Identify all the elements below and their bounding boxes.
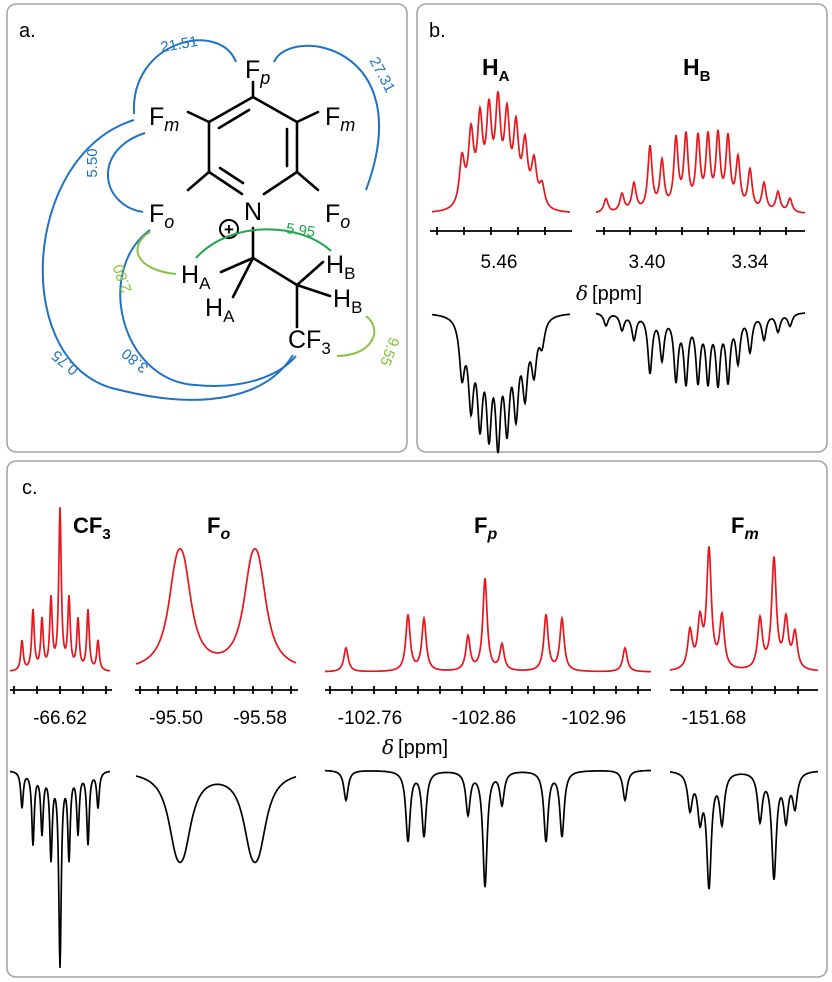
atom-fp: Fp xyxy=(245,56,270,88)
atom-cf3: CF3 xyxy=(288,326,331,358)
panel-c-cf3-title: CF3 xyxy=(73,513,111,543)
panel-b-tick-340: 3.40 xyxy=(629,252,666,273)
panel-c-frame xyxy=(6,460,828,978)
panel-c-axes xyxy=(10,686,818,694)
panel-c-fm-title: Fm xyxy=(731,513,759,543)
spectrum-hb-simulated xyxy=(595,312,805,388)
panel-c-tick-fm: -151.68 xyxy=(682,708,746,729)
panel-c-tick-fo-1: -95.50 xyxy=(149,708,203,729)
panel-c-tick-fo-2: -95.58 xyxy=(233,708,287,729)
atom-fm-right: Fm xyxy=(325,103,355,135)
atom-ha2: HA xyxy=(205,294,235,326)
coupling-arcs xyxy=(41,39,380,401)
panel-b-tick-546: 5.46 xyxy=(481,252,518,273)
coupling-arc-fm-fo xyxy=(107,132,146,213)
spectrum-fo-experimental xyxy=(135,547,297,665)
coupling-arc-n-hb xyxy=(195,228,332,259)
spectrum-cf3-simulated xyxy=(9,770,111,968)
coupling-label-fm-fp: 21.51 xyxy=(159,33,199,56)
spectrum-fm-experimental xyxy=(670,546,819,672)
panel-c-axis-label: δ [ppm] xyxy=(382,735,448,759)
panel-c-fo-title: Fo xyxy=(207,513,230,543)
coupling-arc-fm-cf3 xyxy=(41,119,294,401)
atom-fo-right: Fo xyxy=(325,200,350,232)
coupling-arc-hb-cf3 xyxy=(336,315,376,357)
panel-c-tick-cf3: -66.62 xyxy=(33,708,87,729)
spectrum-hb-experimental xyxy=(595,129,806,214)
coupling-arc-fp-fm xyxy=(273,44,380,191)
panel-b-axis-label: δ [ppm] xyxy=(576,281,642,305)
spectrum-fp-simulated xyxy=(324,769,651,888)
atom-fo-left: Fo xyxy=(149,200,174,232)
molecule-structure: Fp Fm Fm Fo Fo N + HA HA HB HB CF3 xyxy=(149,56,362,358)
atom-n: N xyxy=(244,198,262,226)
coupling-label-fm-fo: 5.50 xyxy=(84,148,101,177)
panel-b-axes xyxy=(430,227,805,235)
panel-b-hb-title: HB xyxy=(683,54,711,85)
coupling-arc-fo-cf3 xyxy=(119,229,297,387)
atom-fm-left: Fm xyxy=(149,103,179,135)
spectrum-ha-experimental xyxy=(432,91,570,213)
pyridine-ring xyxy=(186,80,332,329)
atom-ha1: HA xyxy=(181,261,211,293)
atom-hb2: HB xyxy=(333,285,362,317)
positive-charge-symbol: + xyxy=(224,220,234,239)
coupling-arc-fm-fp xyxy=(132,39,237,115)
panel-c-tick-fp-3: -102.96 xyxy=(562,708,626,729)
coupling-arc-fo-ha xyxy=(136,231,177,275)
panel-b-tick-334: 3.34 xyxy=(732,252,769,273)
atom-hb1: HB xyxy=(326,251,355,283)
panel-c-tick-fp-1: -102.76 xyxy=(338,708,402,729)
panel-b-label: b. xyxy=(429,20,446,42)
spectrum-fm-simulated xyxy=(670,770,819,890)
coupling-label-n-hb: 5.95 xyxy=(285,220,316,241)
panel-c-tick-fp-2: -102.86 xyxy=(452,708,516,729)
panel-b-ha-title: HA xyxy=(482,54,510,85)
spectrum-ha-simulated xyxy=(431,313,571,454)
spectrum-fp-experimental xyxy=(325,578,651,673)
panel-b-frame xyxy=(416,3,828,453)
panel-a-label: a. xyxy=(19,20,36,42)
spectrum-fo-simulated xyxy=(135,775,297,864)
panel-c-label: c. xyxy=(22,477,38,499)
panel-c-fp-title: Fp xyxy=(474,513,497,543)
spectrum-cf3-experimental xyxy=(10,507,111,672)
